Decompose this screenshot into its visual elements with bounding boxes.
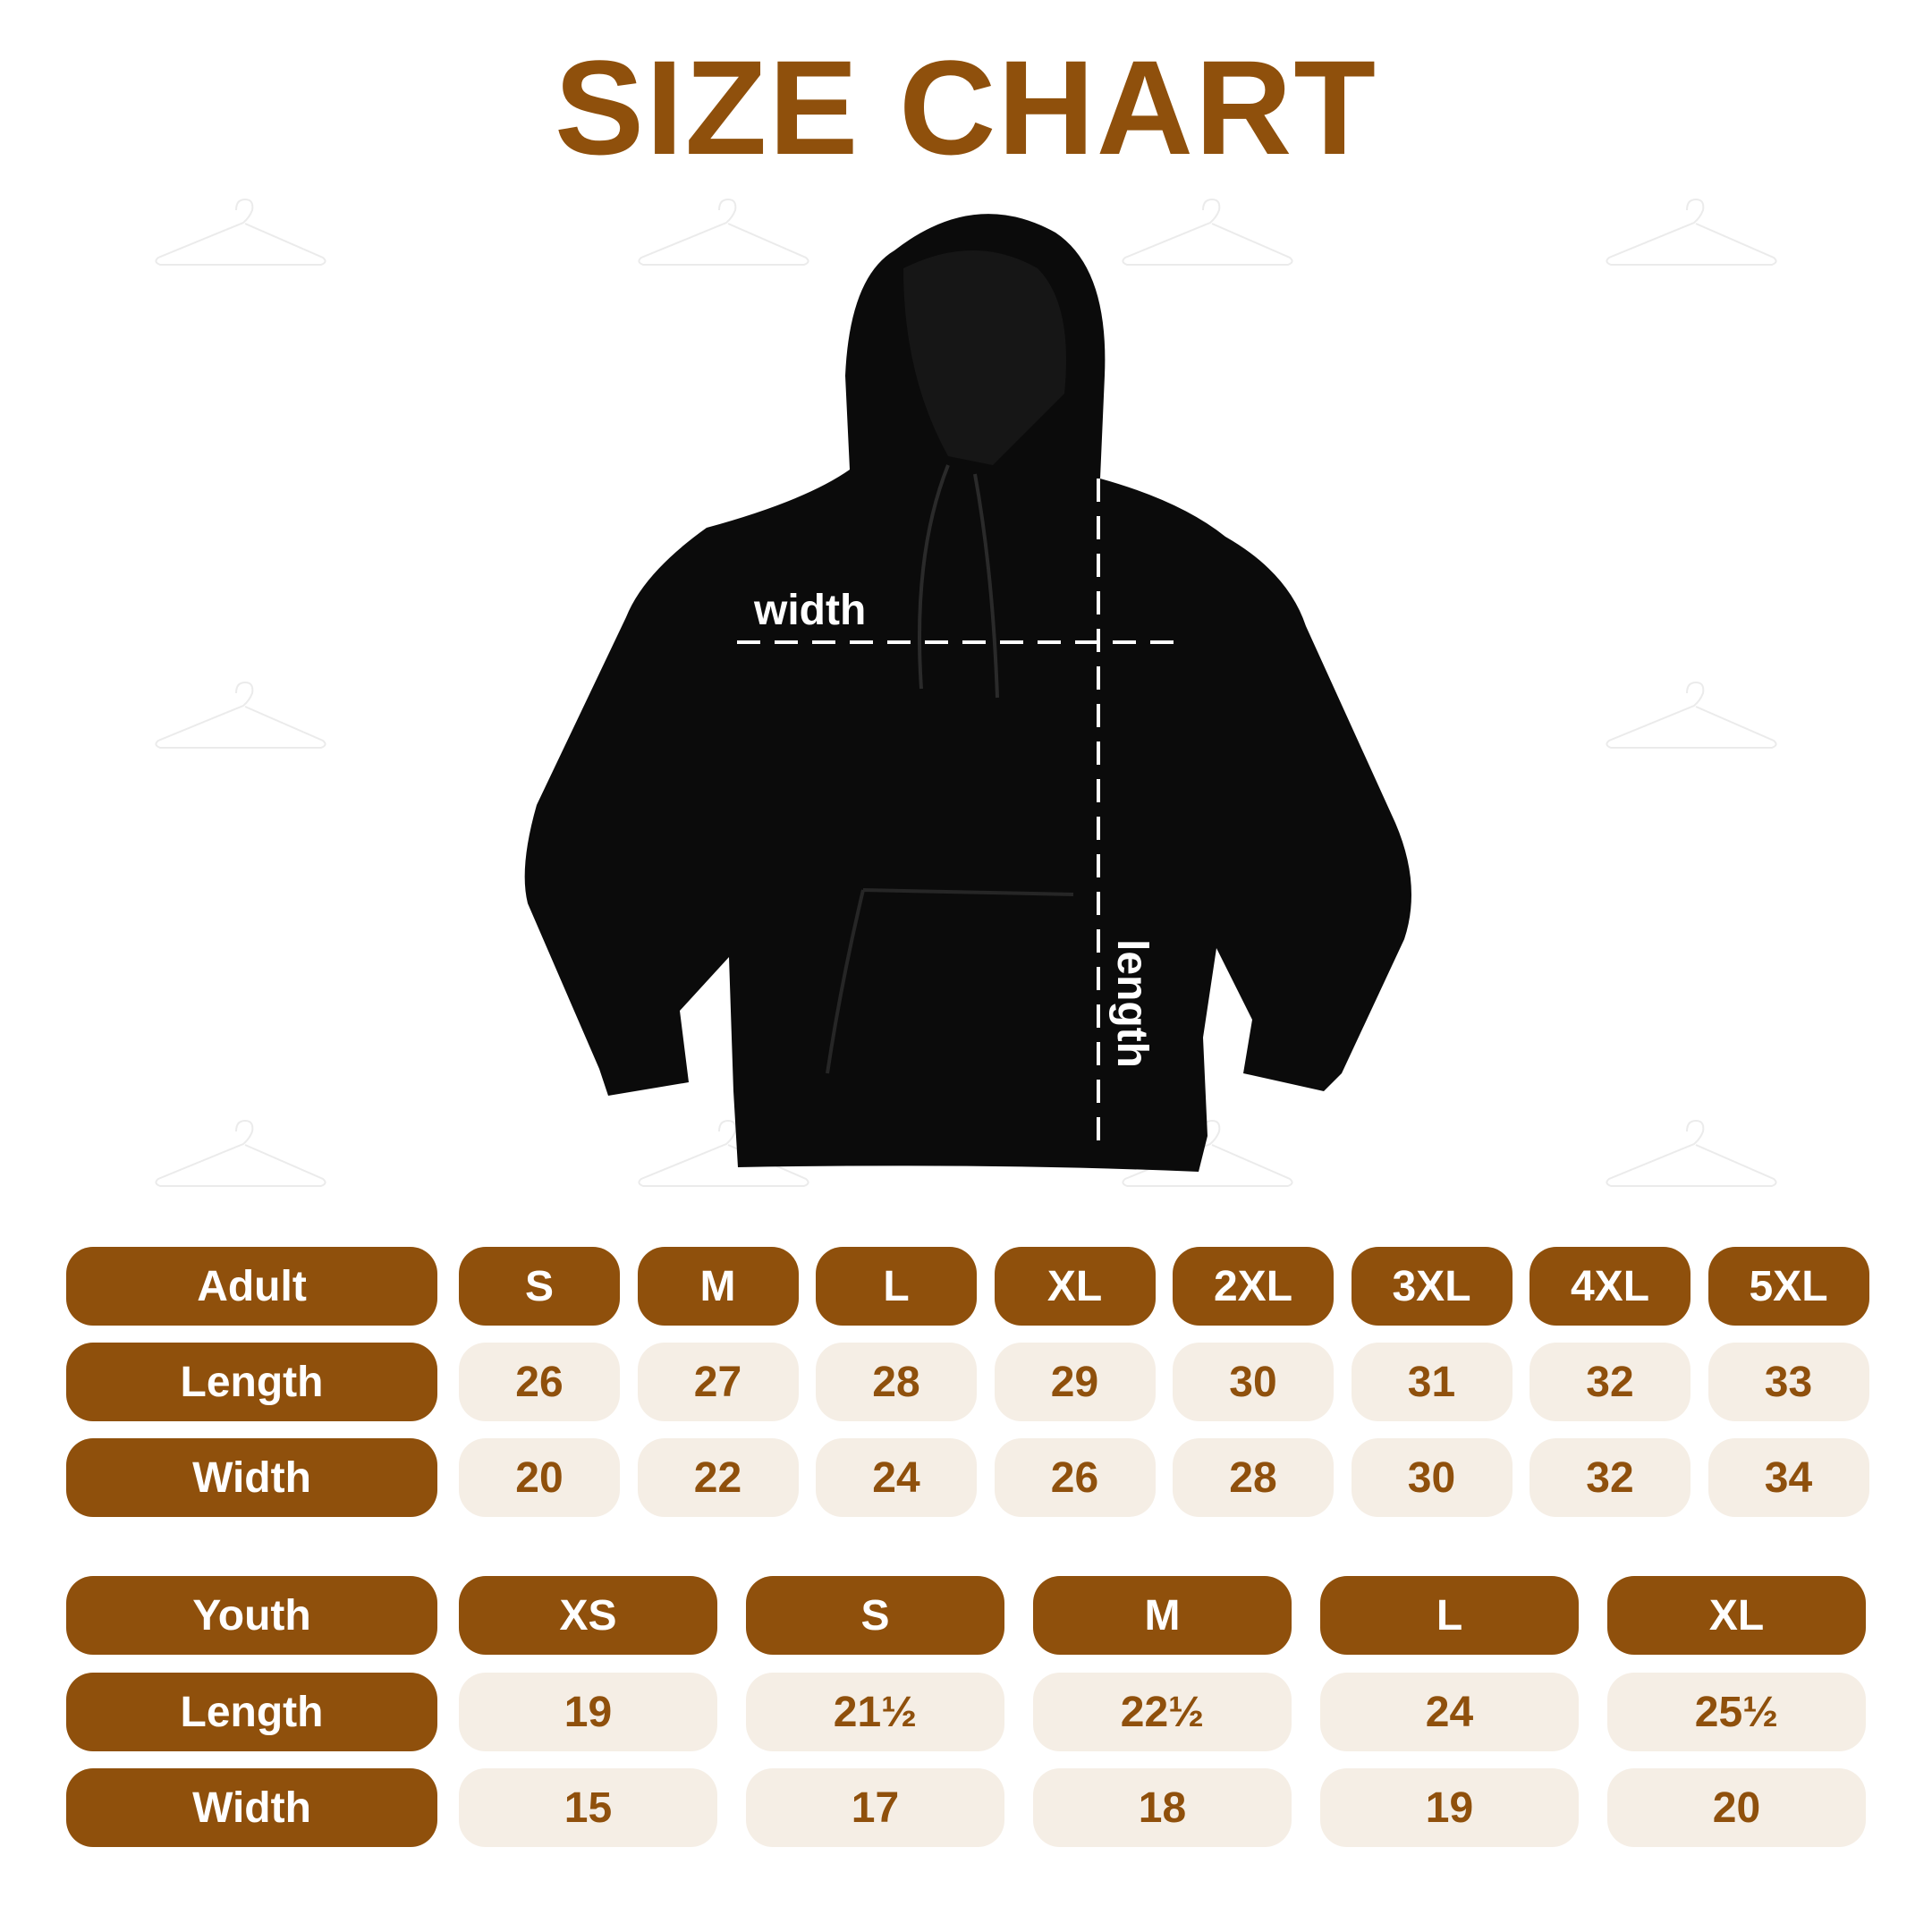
adult-width-value: 20: [459, 1438, 620, 1517]
adult-size-m: M: [637, 1247, 799, 1326]
adult-length-value: 33: [1707, 1343, 1869, 1421]
adult-length-value: 32: [1530, 1343, 1690, 1421]
adult-width-value: 30: [1351, 1438, 1513, 1517]
watermark-logo: [1118, 188, 1297, 277]
adult-size-2xl: 2XL: [1173, 1247, 1334, 1326]
youth-width-value: 19: [1320, 1768, 1579, 1847]
watermark-logo: [634, 188, 813, 277]
adult-length-value: 30: [1173, 1343, 1334, 1421]
adult-width-value: 26: [994, 1438, 1156, 1517]
hoodie-illustration: width length: [524, 214, 1411, 1173]
youth-row-label-length: Length: [66, 1673, 437, 1751]
adult-size-3xl: 3XL: [1351, 1247, 1513, 1326]
length-label: length: [1108, 939, 1156, 1068]
watermark-logo: [634, 1109, 813, 1199]
adult-length-value: 31: [1351, 1343, 1513, 1421]
adult-length-value: 26: [459, 1343, 620, 1421]
adult-size-l: L: [816, 1247, 977, 1326]
watermark-logo: [1602, 188, 1781, 277]
youth-length-value: 21½: [746, 1673, 1004, 1751]
youth-size-s: S: [746, 1576, 1004, 1655]
youth-length-value: 25½: [1607, 1673, 1866, 1751]
youth-size-l: L: [1320, 1576, 1579, 1655]
adult-size-5xl: 5XL: [1707, 1247, 1869, 1326]
youth-row-label-width: Width: [66, 1768, 437, 1847]
adult-row-label-width: Width: [66, 1438, 437, 1517]
youth-width-value: 20: [1607, 1768, 1866, 1847]
width-label: width: [753, 587, 866, 634]
youth-length-value: 19: [459, 1673, 717, 1751]
adult-size-s: S: [459, 1247, 620, 1326]
adult-header-label: Adult: [66, 1247, 437, 1326]
adult-size-4xl: 4XL: [1530, 1247, 1690, 1326]
adult-width-value: 34: [1707, 1438, 1869, 1517]
hood-inner: [903, 250, 1066, 465]
adult-size-xl: XL: [994, 1247, 1156, 1326]
adult-length-value: 27: [637, 1343, 799, 1421]
youth-length-value: 24: [1320, 1673, 1579, 1751]
watermark-logo: [1602, 1109, 1781, 1199]
pocket: [826, 888, 1074, 1074]
youth-size-xs: XS: [459, 1576, 717, 1655]
youth-size-m: M: [1033, 1576, 1292, 1655]
hoodie-body: [524, 214, 1411, 1173]
youth-width-value: 18: [1033, 1768, 1292, 1847]
youth-width-value: 17: [746, 1768, 1004, 1847]
watermark-logo: [1118, 1109, 1297, 1199]
adult-width-value: 22: [637, 1438, 799, 1517]
youth-length-value: 22½: [1033, 1673, 1292, 1751]
youth-width-value: 15: [459, 1768, 717, 1847]
watermark-logo: [151, 188, 330, 277]
adult-length-value: 28: [816, 1343, 977, 1421]
page-title: SIZE CHART: [555, 32, 1377, 182]
adult-width-value: 28: [1173, 1438, 1334, 1517]
watermark-logo: [151, 671, 330, 760]
adult-row-label-length: Length: [66, 1343, 437, 1421]
watermark-logo: [151, 1109, 330, 1199]
watermark-logo: [1602, 671, 1781, 760]
youth-header-label: Youth: [66, 1576, 437, 1655]
drawstring: [918, 464, 999, 699]
youth-size-xl: XL: [1607, 1576, 1866, 1655]
adult-width-value: 32: [1530, 1438, 1690, 1517]
adult-width-value: 24: [816, 1438, 977, 1517]
adult-length-value: 29: [994, 1343, 1156, 1421]
